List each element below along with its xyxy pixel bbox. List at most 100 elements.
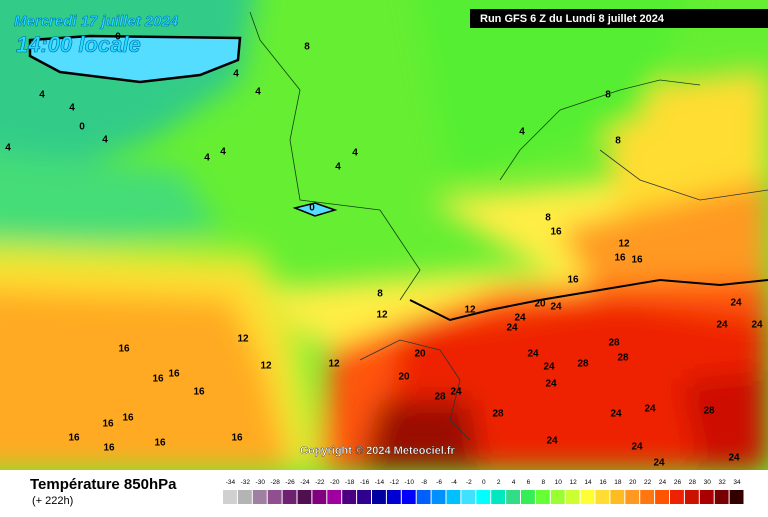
legend-label: -6	[436, 479, 442, 486]
legend-swatch	[729, 490, 744, 504]
contour-label: 4	[204, 153, 210, 164]
contour-label: 8	[304, 42, 310, 53]
legend-swatch	[297, 490, 312, 504]
contour-label: 24	[550, 302, 562, 313]
contour-label: 12	[464, 305, 476, 316]
legend-swatch	[386, 490, 401, 504]
contour-label: 24	[631, 442, 643, 453]
legend-swatch	[580, 490, 595, 504]
legend-swatch	[431, 490, 446, 504]
legend-swatch	[699, 490, 714, 504]
legend-label: -18	[345, 479, 355, 486]
legend-swatch	[461, 490, 476, 504]
legend-label: -12	[390, 479, 400, 486]
legend-label: 22	[644, 479, 652, 486]
legend-label: -34	[226, 479, 236, 486]
contour-label: 0	[79, 122, 85, 133]
legend-label: 26	[674, 479, 682, 486]
contour-label: 24	[543, 362, 555, 373]
legend-swatch	[282, 490, 297, 504]
legend-swatch	[342, 490, 357, 504]
contour-label: 28	[434, 392, 446, 403]
contour-label: 12	[237, 334, 249, 345]
contour-label: 16	[154, 438, 166, 449]
contour-label: 20	[534, 299, 546, 310]
contour-label: 0	[115, 32, 121, 43]
contour-label: 16	[550, 227, 562, 238]
legend-swatch	[312, 490, 327, 504]
contour-label: 4	[220, 147, 226, 158]
contour-label: 4	[255, 87, 261, 98]
legend-label: -26	[285, 479, 295, 486]
legend-label: 6	[527, 479, 531, 486]
contour-label: 16	[102, 419, 114, 430]
contour-label: 24	[514, 313, 526, 324]
legend-label: 20	[629, 479, 637, 486]
contour-label: 8	[605, 90, 611, 101]
contour-label: 12	[618, 239, 630, 250]
legend-swatch	[565, 490, 580, 504]
contour-label: 24	[450, 387, 462, 398]
contour-label: 12	[260, 361, 272, 372]
contour-label: 12	[328, 359, 340, 370]
contour-label: 4	[39, 90, 45, 101]
legend-label: 30	[704, 479, 712, 486]
legend-label: -2	[466, 479, 472, 486]
footer-title: Température 850hPa	[30, 476, 177, 493]
contour-label: 24	[730, 298, 742, 309]
contour-label: 24	[527, 349, 539, 360]
legend-swatch	[595, 490, 610, 504]
contour-label: 28	[617, 353, 629, 364]
contour-label: 16	[567, 275, 579, 286]
legend-label: -8	[421, 479, 427, 486]
run-info: Run GFS 6 Z du Lundi 8 juillet 2024	[480, 13, 665, 25]
contour-label: 28	[608, 338, 620, 349]
contour-label: 4	[69, 103, 75, 114]
contour-label: 16	[122, 413, 134, 424]
contour-label: 20	[414, 349, 426, 360]
legend-swatch	[655, 490, 669, 504]
contour-label: 28	[703, 406, 715, 417]
contour-label: 16	[168, 369, 180, 380]
legend-swatch	[610, 490, 625, 504]
legend-swatch	[416, 490, 431, 504]
forecast-date: Mercredi 17 juillet 2024	[14, 13, 179, 30]
legend-swatch	[357, 490, 371, 504]
legend-label: 10	[555, 479, 563, 486]
contour-label: 0	[309, 203, 315, 214]
legend-swatch	[535, 490, 550, 504]
forecast-time: 14:00 locale	[16, 32, 141, 57]
legend-label: -14	[375, 479, 385, 486]
contour-label: 4	[102, 135, 108, 146]
legend-swatch	[223, 490, 237, 504]
contour-label: 16	[231, 433, 243, 444]
contour-label: 16	[614, 253, 626, 264]
legend-label: -10	[405, 479, 415, 486]
legend-swatch	[670, 490, 684, 504]
legend-swatch	[252, 490, 267, 504]
legend-swatch	[491, 490, 506, 504]
legend-swatch	[267, 490, 282, 504]
contour-label: 4	[233, 69, 239, 80]
legend-swatch	[521, 490, 535, 504]
contour-label: 24	[751, 320, 763, 331]
copyright: Copyright © 2024 Meteociel.fr	[300, 445, 456, 457]
legend-label: 16	[599, 479, 607, 486]
legend-label: 24	[659, 479, 667, 486]
legend-label: 14	[584, 479, 592, 486]
legend-label: 28	[689, 479, 697, 486]
legend-swatch	[446, 490, 461, 504]
color-legend: -34 -32 -30 -28 -26 -24 -22 -20 -18 -16 -14 -12 -10-…	[223, 479, 744, 504]
contour-label: 16	[68, 433, 80, 444]
contour-label: 24	[653, 458, 665, 469]
legend-label: 32	[719, 479, 727, 486]
legend-swatch	[640, 490, 655, 504]
contour-label: 4	[352, 148, 358, 159]
legend-label: -4	[451, 479, 457, 486]
legend-label: 4	[512, 479, 516, 486]
legend-swatch	[550, 490, 565, 504]
contour-label: 16	[193, 387, 205, 398]
legend-swatch	[372, 490, 386, 504]
